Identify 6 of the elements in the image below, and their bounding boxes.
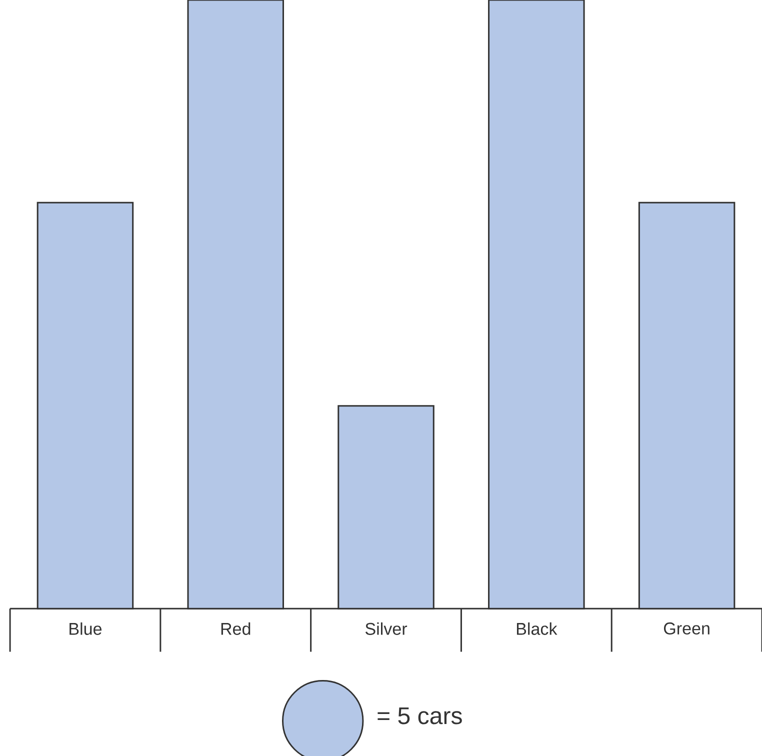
x-tick-label: Green [664,622,710,635]
text: = 5 cars [378,707,462,724]
x-tick-label: Black [516,622,558,635]
x-tick-label: Silver [365,622,408,635]
x-tick-label: Red [221,622,250,635]
x-tick-label: Blue [70,622,102,635]
